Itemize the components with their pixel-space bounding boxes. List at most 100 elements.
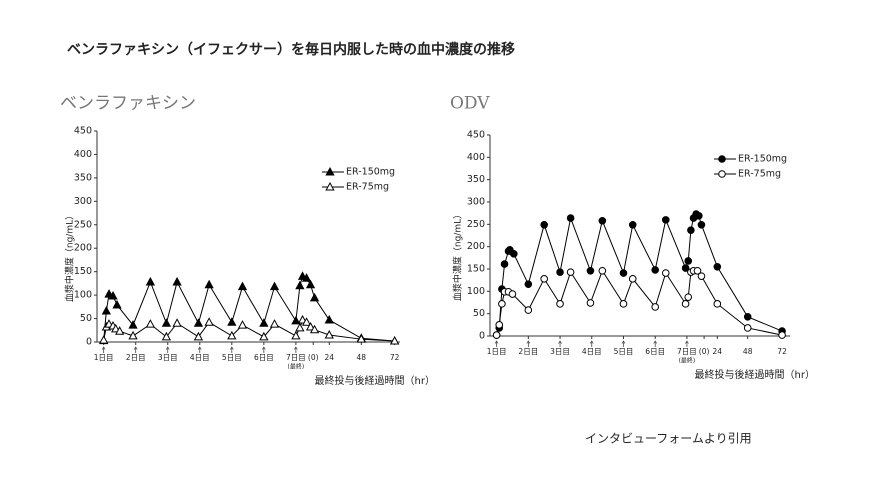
dose-arrow-head	[685, 340, 689, 344]
data-point	[693, 266, 702, 275]
data-point	[661, 216, 670, 224]
series-line	[103, 275, 395, 342]
x-tick-label: 72	[777, 347, 787, 356]
x-axis-label: 最終投与後経過時間（hr）	[695, 368, 815, 381]
dose-arrow-head	[494, 340, 499, 344]
data-point	[112, 299, 122, 309]
dose-arrow-head	[526, 340, 531, 344]
x-tick-label: 6日目	[645, 347, 665, 356]
x-tick-label: 3日目	[158, 353, 178, 362]
data-point	[161, 318, 172, 327]
data-point	[204, 279, 214, 289]
y-tick-label: 250	[467, 219, 485, 230]
data-point	[172, 318, 182, 327]
y-tick-label: 0	[479, 331, 485, 342]
data-point	[598, 266, 607, 275]
data-point	[684, 257, 693, 265]
data-point	[269, 319, 280, 328]
data-point	[108, 291, 118, 300]
dose-arrow-head	[197, 346, 202, 350]
data-point	[586, 266, 595, 275]
y-tick-label: 250	[74, 219, 92, 230]
data-point	[161, 331, 172, 341]
y-tick-label: 300	[74, 196, 92, 207]
x-tick-label: 4日目	[190, 353, 210, 362]
y-axis-label: 血漿中濃度（ng/mL）	[452, 210, 464, 301]
y-tick-label: 200	[74, 243, 92, 254]
x-tick-label: 24	[324, 353, 334, 362]
data-point	[309, 292, 320, 302]
data-point	[687, 226, 695, 234]
data-point	[628, 275, 637, 283]
dose-arrow-head	[165, 346, 170, 350]
data-point	[566, 214, 575, 222]
x-tick-label: 1日目	[94, 353, 114, 362]
data-point	[128, 330, 138, 340]
data-point	[681, 264, 690, 272]
data-point	[492, 331, 501, 339]
legend-label: ER-75mg	[738, 169, 781, 180]
source-note: インタビューフォームより引用	[585, 432, 752, 446]
dose-arrow-head	[294, 346, 298, 350]
data-point	[193, 318, 204, 327]
chart-title: ベンラファキシン	[60, 94, 196, 114]
x-tick-label: 2日目	[126, 353, 146, 362]
data-point	[193, 331, 204, 341]
y-tick-label: 50	[473, 308, 485, 319]
data-point	[695, 212, 703, 220]
data-point	[115, 326, 125, 335]
data-point	[301, 273, 312, 282]
y-tick-label: 350	[467, 174, 485, 185]
dose-arrow-head	[589, 340, 594, 344]
data-point	[237, 320, 248, 329]
data-point	[204, 317, 214, 326]
y-tick-label: 450	[74, 126, 92, 137]
data-point	[301, 317, 312, 326]
y-tick-label: 450	[467, 130, 485, 141]
data-point	[586, 299, 595, 307]
data-point	[99, 335, 109, 344]
x-tick-label: 72	[390, 353, 400, 362]
x-tick-label: (0)	[699, 347, 710, 356]
data-point	[684, 293, 693, 301]
data-point	[556, 268, 564, 276]
data-point	[713, 300, 722, 308]
x-tick-label: (0)	[308, 353, 319, 362]
data-point	[697, 220, 706, 229]
y-axis-label: 血漿中濃度（ng/mL）	[64, 211, 76, 302]
x-tick-label: 3日目	[550, 347, 570, 356]
data-point	[619, 269, 628, 277]
data-point	[145, 319, 156, 328]
x-tick-label: 6日目	[254, 353, 274, 362]
data-point	[237, 281, 248, 291]
data-point	[128, 320, 138, 329]
series-line	[103, 319, 395, 342]
data-point	[566, 268, 575, 276]
data-point	[305, 321, 316, 331]
x-axis-label: 最終投与後経過時間（hr）	[315, 374, 435, 387]
dose-arrow-head	[230, 346, 234, 350]
data-point	[227, 330, 237, 340]
data-point	[524, 280, 533, 288]
data-point	[778, 331, 786, 339]
data-point	[508, 290, 517, 298]
data-point	[390, 336, 400, 345]
data-point	[509, 250, 518, 258]
data-point	[172, 276, 182, 286]
data-point	[619, 300, 628, 308]
x-tick-label: 48	[357, 353, 367, 362]
legend-label: ER-150mg	[738, 154, 787, 165]
y-tick-label: 100	[467, 286, 485, 297]
dose-arrow-head	[262, 346, 266, 350]
data-point	[743, 324, 752, 332]
data-point	[295, 322, 305, 332]
y-tick-label: 400	[467, 152, 485, 163]
data-point	[598, 216, 607, 225]
legend-label: ER-75mg	[346, 182, 389, 193]
data-point	[540, 275, 548, 283]
x-tick-label: 7日目	[286, 353, 306, 362]
chart-title: ODV	[450, 94, 490, 114]
data-point	[227, 317, 237, 326]
data-point	[556, 300, 564, 308]
data-point	[291, 330, 301, 340]
